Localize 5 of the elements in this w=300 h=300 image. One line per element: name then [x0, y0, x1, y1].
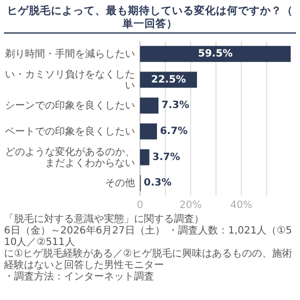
annotation: 6日（金）～2026年6月27日（土） ・調査人数：1,021人（①510人／②511人: [4, 226, 292, 248]
annotation: ・調査方法：インターネット調査: [4, 272, 154, 282]
annotation: 「脱毛に対する意識や実態」に関する調査）: [4, 214, 204, 225]
annotation: に①ヒゲ脱毛経験がある／②ヒゲ脱毛に興味はあるものの、施術経験はないと回答した男性モニター: [4, 248, 292, 271]
title: ヒゲ脱毛によって、最も期待している変化は何ですか？（単一回答）: [7, 5, 293, 30]
